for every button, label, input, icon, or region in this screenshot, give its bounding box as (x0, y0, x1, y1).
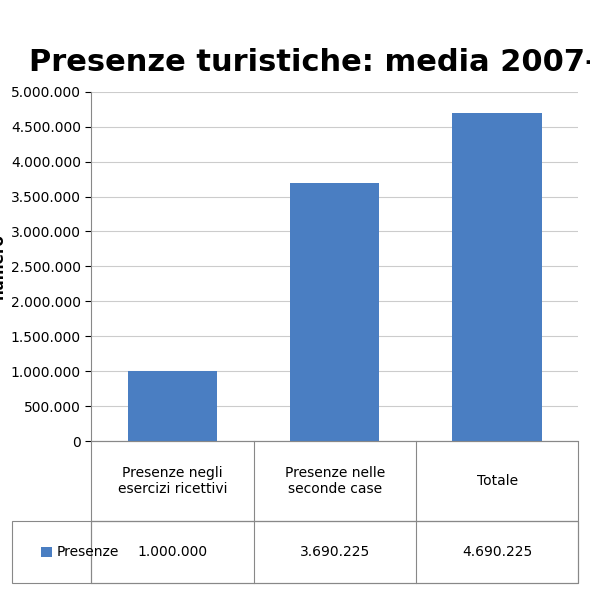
Y-axis label: numero: numero (0, 233, 5, 300)
Bar (453, 114, 542, 441)
Title: Presenze turistiche: media 2007-09: Presenze turistiche: media 2007-09 (29, 48, 590, 77)
Bar (290, 184, 379, 441)
Text: 1.000.000: 1.000.000 (137, 545, 208, 559)
Text: Presenze: Presenze (57, 545, 119, 559)
Text: Presenze negli
esercizi ricettivi: Presenze negli esercizi ricettivi (118, 466, 227, 496)
Text: 4.690.225: 4.690.225 (462, 545, 532, 559)
Text: 3.690.225: 3.690.225 (300, 545, 370, 559)
Text: Presenze nelle
seconde case: Presenze nelle seconde case (285, 466, 385, 496)
Text: Totale: Totale (477, 474, 517, 488)
Bar (128, 371, 217, 441)
